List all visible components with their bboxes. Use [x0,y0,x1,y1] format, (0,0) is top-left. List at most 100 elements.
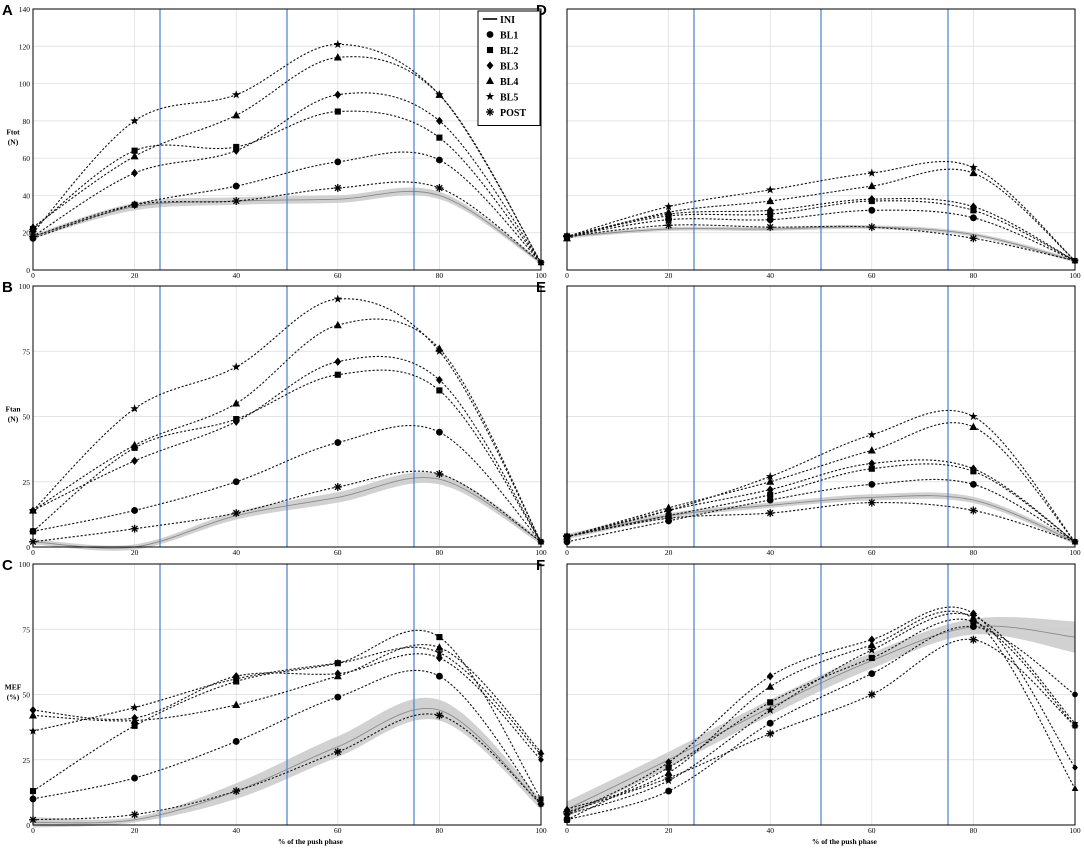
series-line-bl2 [32,110,542,263]
data-point-bl3 [868,195,876,204]
data-point-bl2 [767,491,774,498]
legend-label: BL1 [500,31,518,42]
series-line-post [566,502,1076,543]
data-point-bl5 [130,116,139,125]
legend-item-bl3: BL3 [486,61,518,73]
series-post [29,711,545,824]
series-line-bl3 [566,459,1076,543]
x-tick-label: 100 [535,826,547,835]
ini-mean-line [32,477,542,549]
y-tick-label: 75 [23,625,31,634]
data-point-post [435,184,444,192]
data-point-post [130,810,139,819]
x-tick-label: 0 [31,826,35,835]
data-point-bl5 [969,162,978,172]
data-point-bl4 [333,320,342,329]
legend-marker-post [486,108,494,116]
series-bl4 [29,643,545,755]
data-point-bl5 [664,505,673,515]
legend-label: BL5 [500,93,518,104]
x-tick-label: 80 [970,548,978,557]
data-point-bl2 [131,147,138,154]
x-tick-label: 20 [665,548,673,557]
data-point-bl5 [130,404,139,413]
series-line-bl1 [32,425,542,543]
series-line-bl1 [566,478,1076,543]
data-point-bl4 [969,422,978,430]
y-axis-label: Ftot [6,128,20,137]
legend-label: BL2 [500,46,518,57]
data-point-bl5 [765,705,775,714]
x-tick-label: 20 [131,271,139,280]
y-tick-label: 20 [23,229,31,238]
series-line-bl5 [566,612,1076,816]
x-tick-label: 0 [565,271,569,280]
legend-item-bl1: BL1 [486,31,518,42]
data-point-bl5 [969,412,978,421]
x-tick-label: 40 [232,548,240,557]
data-point-bl3 [868,459,876,468]
x-tick-label: 0 [31,548,35,557]
y-axis-label: (%) [7,693,20,702]
y-axis-label: Ftan [6,405,22,414]
data-point-bl1 [131,507,139,514]
x-tick-label: 0 [565,548,569,557]
y-axis-label: (N) [8,138,19,147]
x-tick-label: 80 [436,271,444,280]
data-point-bl4 [867,446,876,454]
x-tick-label: 40 [232,826,240,835]
data-point-bl2 [436,134,443,141]
data-point-bl1 [969,480,977,488]
data-point-bl5 [664,202,673,211]
series-line-post [32,713,542,821]
x-tick-label: 100 [1069,271,1081,280]
data-point-post [435,469,444,478]
data-point-bl5 [130,703,139,712]
legend-marker-bl5 [485,92,495,101]
y-tick-label: 50 [23,413,31,422]
x-tick-label: 100 [535,548,547,557]
data-point-bl1 [435,672,443,680]
data-point-post [766,509,775,518]
legend-label: BL3 [500,62,518,73]
data-point-bl1 [334,158,342,166]
data-point-bl3 [334,90,342,99]
x-tick-label: 60 [868,826,876,835]
ini-mean-line [32,708,542,824]
series-line-bl5 [566,161,1076,262]
y-tick-label: 100 [19,282,31,291]
data-point-bl5 [435,346,444,355]
x-tick-label: 40 [766,548,774,557]
legend-box [477,10,541,126]
panel-letter: D [536,2,547,19]
data-point-post [766,223,775,232]
series-line-bl4 [566,422,1076,543]
x-tick-label: 80 [970,271,978,280]
data-point-bl5 [867,168,877,177]
legend-item-bl2: BL2 [486,46,518,57]
data-point-bl5 [867,430,877,439]
data-point-bl1 [665,787,673,795]
data-point-bl5 [333,39,343,49]
legend-item-ini: INI [482,15,515,26]
panel-e: 0 20 40 60 80 100 E [536,279,1081,557]
data-point-post [232,509,241,518]
series-line-bl5 [566,409,1076,543]
data-point-bl5 [969,611,978,620]
x-tick-label: 80 [970,826,978,835]
data-point-bl2 [767,699,774,706]
panel-letter: A [2,2,13,19]
data-point-post [333,184,342,192]
panel-letter: B [2,279,13,296]
data-point-bl3 [232,417,240,426]
data-point-bl1 [334,693,342,701]
data-point-bl1 [334,439,342,447]
legend-marker-bl4 [486,76,494,85]
series-line-bl2 [32,369,542,543]
panel-d: 0 20 40 60 80 100 D [536,2,1081,280]
data-point-bl4 [766,682,775,690]
legend-label: BL4 [500,77,518,88]
data-point-bl4 [130,151,139,160]
data-point-bl2 [436,387,443,394]
data-point-bl5 [231,362,241,371]
